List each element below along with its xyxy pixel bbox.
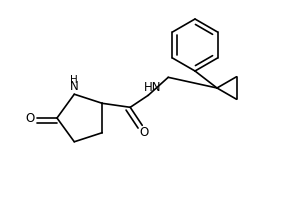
Text: N: N: [70, 80, 79, 93]
Text: HN: HN: [143, 81, 161, 94]
Text: O: O: [26, 112, 34, 124]
Text: H: H: [70, 75, 78, 85]
Text: O: O: [140, 126, 149, 139]
